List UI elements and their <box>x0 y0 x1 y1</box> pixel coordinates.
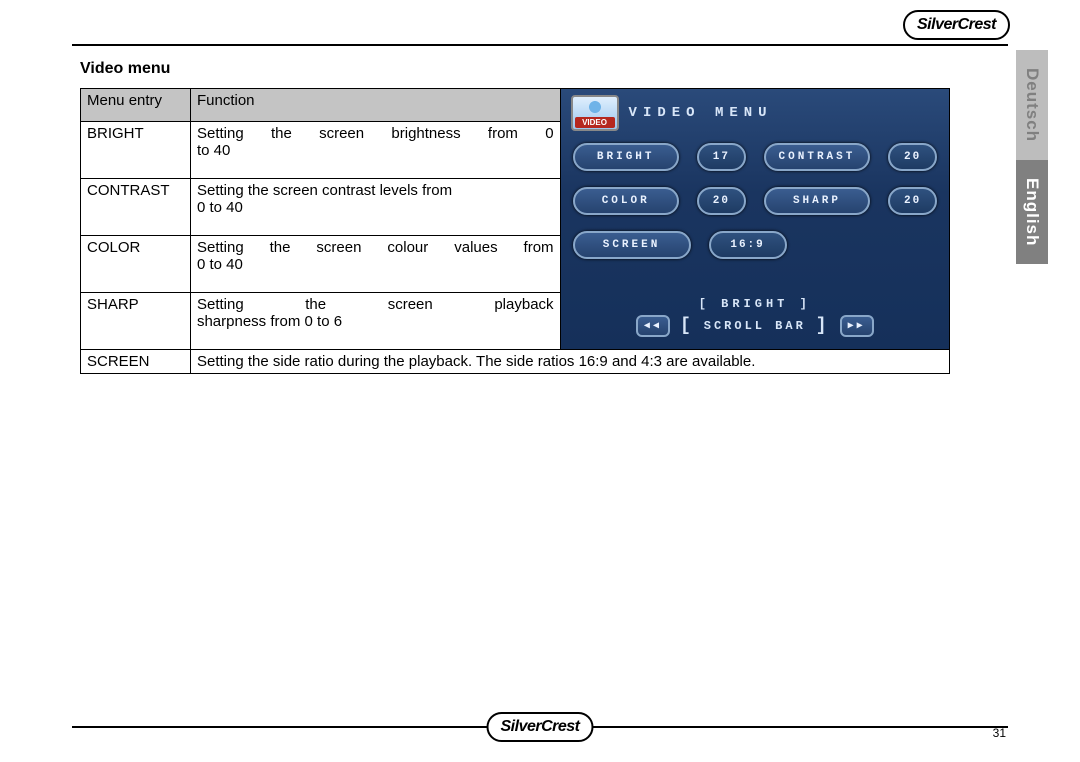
video-menu-screenshot: VIDEO VIDEO MENU BRIGHT 17 CONTRAST 20 <box>561 89 949 349</box>
brand-logo-bottom: SilverCrest <box>487 712 594 742</box>
ss-contrast-value: 20 <box>888 143 937 171</box>
screenshot-cell: VIDEO VIDEO MENU BRIGHT 17 CONTRAST 20 <box>560 89 949 350</box>
cell-entry: BRIGHT <box>81 122 191 179</box>
language-tabs: Deutsch English <box>1016 50 1056 264</box>
tab-deutsch[interactable]: Deutsch <box>1016 50 1048 160</box>
cell-func: Setting the screen colour values from 0 … <box>190 236 560 293</box>
screenshot-title: VIDEO MENU <box>629 105 773 121</box>
cell-entry: SHARP <box>81 293 191 350</box>
cell-func: Setting the screen playback sharpness fr… <box>190 293 560 350</box>
ss-color-value: 20 <box>697 187 746 215</box>
tab-english[interactable]: English <box>1016 160 1048 264</box>
ss-screen-label: SCREEN <box>573 231 691 259</box>
table-row: SCREEN Setting the side ratio during the… <box>81 350 950 374</box>
ss-contrast-label: CONTRAST <box>764 143 870 171</box>
cell-func: Setting the screen brightness from 0 to … <box>190 122 560 179</box>
bracket-left: [ <box>680 316 694 336</box>
ss-bright-value: 17 <box>697 143 746 171</box>
ss-bright-label: BRIGHT <box>573 143 679 171</box>
video-icon: VIDEO <box>571 95 619 131</box>
cell-entry: COLOR <box>81 236 191 293</box>
arrow-left-icon: ◀◀ <box>636 315 670 337</box>
th-menu-entry: Menu entry <box>81 89 191 122</box>
bracket-right: ] <box>816 316 830 336</box>
ss-selected: BRIGHT <box>721 297 788 311</box>
video-menu-table: Menu entry Function VIDEO VIDEO MENU BRI… <box>80 88 950 374</box>
arrow-right-icon: ▶▶ <box>840 315 874 337</box>
brand-logo-top: SilverCrest <box>903 10 1010 40</box>
ss-sharp-label: SHARP <box>764 187 870 215</box>
cell-entry: SCREEN <box>81 350 191 374</box>
cell-func: Setting the screen contrast levels from … <box>190 179 560 236</box>
ss-screen-value: 16:9 <box>709 231 787 259</box>
cell-entry: CONTRAST <box>81 179 191 236</box>
th-function: Function <box>190 89 560 122</box>
ss-color-label: COLOR <box>573 187 679 215</box>
ss-sharp-value: 20 <box>888 187 937 215</box>
page-number: 31 <box>993 726 1006 740</box>
cell-func: Setting the side ratio during the playba… <box>190 350 949 374</box>
section-title: Video menu <box>80 60 950 78</box>
header-rule <box>72 44 1008 46</box>
ss-scroll-label: SCROLL BAR <box>704 319 806 333</box>
